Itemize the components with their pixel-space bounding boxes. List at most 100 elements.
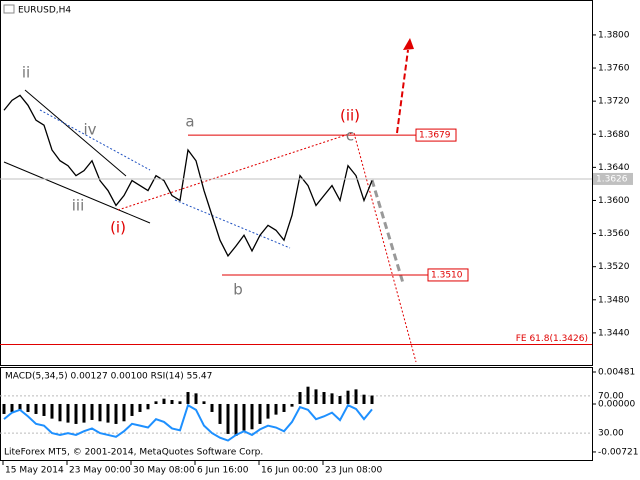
macd-bar — [26, 403, 30, 412]
macd-bar — [274, 403, 278, 415]
macd-bar — [362, 394, 366, 404]
wave-label: iv — [83, 121, 96, 139]
macd-bar — [250, 403, 254, 430]
macd-bar — [346, 390, 350, 404]
y-tick-label: 1.3760 — [598, 64, 630, 74]
trendline — [3, 161, 151, 224]
y2-tick-label: 30.00 — [598, 429, 624, 439]
chart-title: EURUSD,H4 — [18, 6, 71, 16]
y-tick-label: 1.3440 — [598, 328, 630, 338]
rsi-line — [3, 403, 373, 442]
wave-label: (ii) — [340, 107, 360, 125]
macd-bar — [242, 403, 246, 431]
level-label: 1.3679 — [419, 131, 451, 141]
macd-bar — [202, 401, 206, 404]
level-label: FE 61.8(1.3426) — [516, 334, 588, 344]
macd-bar — [266, 403, 270, 419]
forecast-arrow — [396, 49, 409, 134]
macd-bar — [66, 403, 70, 423]
macd-bar — [194, 393, 198, 404]
level-label: 1.3510 — [431, 270, 463, 280]
level-box — [593, 172, 633, 185]
macd-bar — [218, 403, 222, 424]
macd-bar — [330, 393, 334, 404]
macd-bar — [258, 403, 262, 424]
trendline — [39, 109, 151, 171]
macd-bar — [82, 403, 86, 423]
macd-bar — [138, 403, 142, 412]
macd-bar — [338, 396, 342, 404]
wave-label: iii — [72, 197, 85, 215]
macd-bar — [186, 392, 190, 404]
level-box — [415, 128, 457, 142]
macd-bar — [34, 403, 38, 414]
macd-bar — [114, 403, 118, 424]
macd-bar — [146, 403, 150, 410]
x-tick-label: 6 Jun 16:00 — [197, 466, 249, 476]
macd-bar — [210, 403, 214, 412]
wave-label: a — [185, 113, 194, 131]
macd-bar — [370, 395, 374, 404]
macd-bar — [234, 403, 238, 436]
price-panel-frame — [0, 0, 593, 366]
macd-bar — [42, 403, 46, 416]
trendline — [174, 199, 291, 249]
macd-bar — [298, 392, 302, 404]
macd-bar — [354, 389, 358, 404]
macd-bar — [18, 403, 22, 411]
wave-label: ii — [22, 64, 30, 82]
y2-tick-label: 70.00 — [598, 391, 624, 401]
macd-bar — [130, 403, 134, 416]
wave-projection — [353, 132, 417, 363]
macd-bar — [98, 403, 102, 422]
y-tick-label: 0.00000 — [598, 399, 635, 409]
y-tick-label: 0.00481 — [598, 367, 635, 377]
macd-bar — [314, 389, 318, 404]
wave-label: (i) — [110, 219, 126, 237]
y-tick-label: 1.3640 — [598, 163, 630, 173]
level-box — [427, 268, 469, 282]
macd-bar — [306, 386, 310, 404]
x-tick-label: 30 May 08:00 — [133, 466, 195, 476]
macd-bar — [74, 403, 78, 424]
macd-bar — [154, 401, 158, 404]
level-label: 1.3626 — [596, 174, 628, 184]
macd-bar — [90, 403, 94, 420]
indicator-panel-frame — [0, 367, 593, 461]
macd-bar — [122, 403, 126, 422]
wave-label: c — [346, 127, 354, 145]
macd-bar — [10, 403, 14, 412]
y-tick-label: 1.3480 — [598, 295, 630, 305]
trendline — [24, 89, 127, 177]
symbol-icon — [3, 4, 15, 14]
macd-bar — [162, 398, 166, 404]
y-tick-label: 1.3680 — [598, 130, 630, 140]
macd-bar — [170, 399, 174, 404]
y-tick-label: 1.3560 — [598, 229, 630, 239]
macd-bar — [50, 403, 54, 419]
macd-bar — [226, 403, 230, 434]
wave-label: b — [233, 281, 243, 299]
arrow-head — [403, 38, 414, 50]
macd-bar — [282, 403, 286, 412]
y-tick-label: -0.00721 — [598, 447, 638, 457]
macd-bar — [58, 403, 62, 422]
macd-bar — [178, 401, 182, 404]
x-tick-label: 15 May 2014 — [5, 466, 64, 476]
forecast-arrow — [370, 179, 405, 284]
x-tick-label: 23 Jun 08:00 — [325, 466, 382, 476]
y-tick-label: 1.3520 — [598, 262, 630, 272]
wave-projection — [117, 132, 353, 211]
x-tick-label: 16 Jun 00:00 — [261, 466, 318, 476]
x-tick-label: 23 May 00:00 — [69, 466, 131, 476]
macd-bar — [290, 403, 294, 407]
macd-bar — [106, 403, 110, 423]
macd-bar — [2, 403, 6, 414]
footer: LiteForex MT5, © 2001-2014, MetaQuotes S… — [4, 448, 263, 458]
price-line — [3, 94, 373, 258]
y-tick-label: 1.3720 — [598, 97, 630, 107]
y-tick-label: 1.3800 — [598, 30, 630, 40]
macd-bar — [322, 392, 326, 404]
